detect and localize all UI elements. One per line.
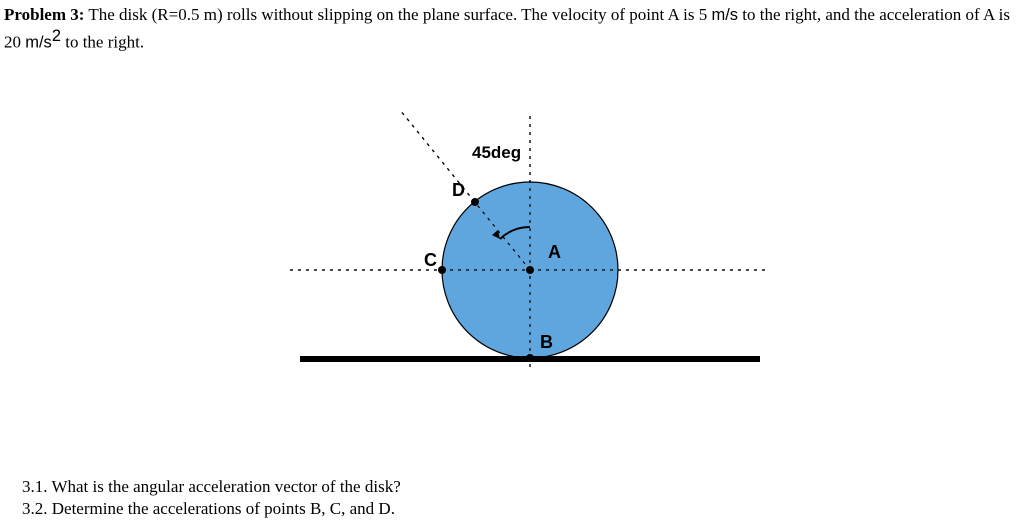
label-d: D: [452, 180, 465, 200]
q2-number: 3.2.: [22, 499, 48, 518]
point-a: [526, 266, 534, 274]
accel-value: 20: [4, 32, 21, 51]
problem-text-3: to the right.: [61, 32, 144, 51]
problem-text-2: to the right, and the acceleration of A …: [738, 5, 1010, 24]
angle-label: 45deg: [472, 143, 521, 162]
q1-number: 3.1.: [22, 477, 48, 496]
problem-label: Problem 3:: [4, 5, 84, 24]
velocity-unit: m/s: [711, 6, 738, 24]
question-2: 3.2. Determine the accelerations of poin…: [22, 498, 401, 520]
q2-text: Determine the accelerations of points B,…: [52, 499, 395, 518]
label-c: C: [424, 250, 437, 270]
accel-unit-pre: m/s: [25, 33, 52, 51]
accel-unit-sup: 2: [52, 27, 61, 45]
label-a: A: [548, 242, 561, 262]
point-d: [471, 198, 479, 206]
questions: 3.1. What is the angular acceleration ve…: [22, 476, 401, 520]
point-c: [438, 266, 446, 274]
problem-text-1: The disk (R=0.5 m) rolls without slippin…: [88, 5, 698, 24]
question-1: 3.1. What is the angular acceleration ve…: [22, 476, 401, 498]
figure-svg: 45deg A B C D: [0, 80, 1024, 430]
q1-text: What is the angular acceleration vector …: [51, 477, 400, 496]
figure: 45deg A B C D: [0, 80, 1024, 430]
label-b: B: [540, 332, 553, 352]
problem-statement: Problem 3: The disk (R=0.5 m) rolls with…: [4, 4, 1016, 53]
velocity-value: 5: [699, 5, 708, 24]
